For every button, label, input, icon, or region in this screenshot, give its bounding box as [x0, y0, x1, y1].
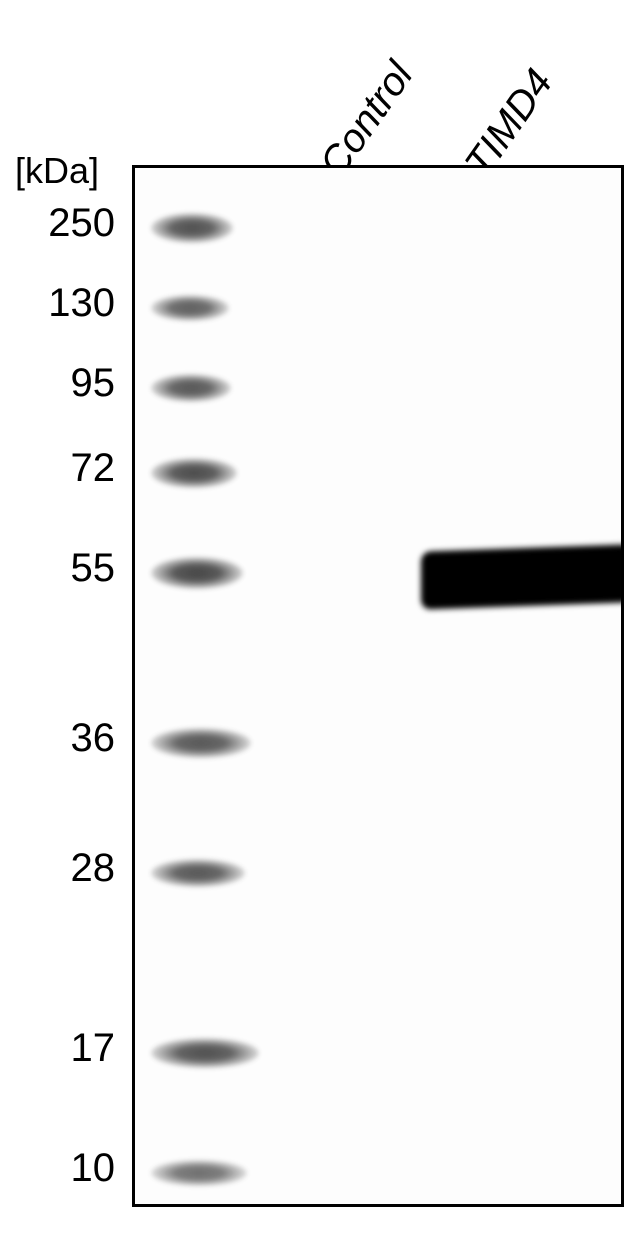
- tick-36: 36: [0, 716, 115, 761]
- tick-17: 17: [0, 1026, 115, 1071]
- ladder-band: [151, 728, 251, 758]
- ladder-band: [151, 1038, 259, 1068]
- kda-unit-label: [kDa]: [15, 150, 99, 192]
- tick-72: 72: [0, 446, 115, 491]
- timd4-band: [421, 544, 624, 609]
- tick-55: 55: [0, 546, 115, 591]
- tick-95: 95: [0, 361, 115, 406]
- ladder-band: [151, 1160, 247, 1186]
- tick-250: 250: [0, 201, 115, 246]
- ladder-band: [151, 859, 245, 887]
- ladder-band: [151, 374, 231, 402]
- ladder-band: [151, 557, 243, 589]
- tick-10: 10: [0, 1146, 115, 1191]
- ladder-band: [151, 213, 233, 243]
- blot-membrane: [132, 165, 624, 1207]
- ladder-band: [151, 458, 237, 488]
- ladder-band: [151, 295, 229, 321]
- tick-130: 130: [0, 281, 115, 326]
- western-blot-figure: [kDa] 250 130 95 72 55 36 28 17 10 Contr…: [0, 0, 640, 1235]
- tick-28: 28: [0, 846, 115, 891]
